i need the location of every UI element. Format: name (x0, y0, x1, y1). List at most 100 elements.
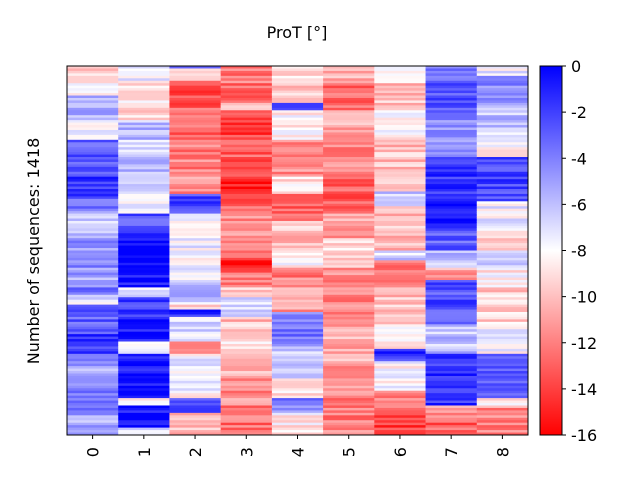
heatmap-cell (425, 407, 478, 411)
heatmap-cell (323, 289, 375, 293)
heatmap-cell (323, 154, 375, 158)
heatmap-cell (425, 176, 478, 180)
heatmap-cell (220, 331, 273, 335)
heatmap-cell (323, 238, 375, 242)
heatmap-cell (476, 186, 529, 190)
x-tick-label: 7 (442, 447, 461, 457)
heatmap-cell (425, 314, 478, 318)
heatmap-cell (220, 243, 273, 246)
heatmap-cell (169, 282, 222, 286)
heatmap-cell (271, 329, 324, 333)
heatmap-cell (271, 375, 324, 379)
heatmap-cell (220, 329, 273, 333)
heatmap-cell (118, 125, 170, 128)
heatmap-cell (374, 137, 426, 141)
heatmap-cell (271, 233, 324, 237)
heatmap-cell (271, 312, 324, 315)
heatmap-cell (425, 356, 478, 360)
heatmap-cell (425, 385, 478, 389)
heatmap-cell (169, 388, 222, 392)
heatmap-cell (271, 334, 324, 337)
heatmap-cell (476, 321, 529, 325)
heatmap-cell (118, 186, 170, 190)
heatmap-cell (169, 272, 222, 276)
heatmap-cell (169, 343, 222, 347)
heatmap-cell (271, 243, 324, 246)
heatmap-cell (220, 368, 273, 372)
heatmap-cell (374, 206, 426, 210)
heatmap-cell (425, 299, 478, 303)
heatmap-cell (374, 112, 426, 116)
heatmap-cell (118, 90, 170, 94)
heatmap-cell (67, 208, 119, 212)
heatmap-cell (271, 159, 324, 163)
heatmap-cell (220, 430, 273, 433)
heatmap-cell (425, 297, 478, 301)
heatmap-cell (374, 196, 426, 200)
heatmap-cell (118, 353, 170, 357)
heatmap-cell (220, 412, 273, 416)
heatmap-cell (323, 319, 375, 323)
heatmap-cell (323, 125, 375, 128)
heatmap-cell (169, 218, 222, 222)
heatmap-cell (220, 169, 273, 173)
heatmap-cell (220, 302, 273, 306)
heatmap-cell (220, 147, 273, 151)
heatmap-cell (425, 309, 478, 313)
heatmap-cell (476, 112, 529, 116)
heatmap-cell (323, 380, 375, 384)
heatmap-cell (169, 233, 222, 237)
heatmap-cell (476, 351, 529, 355)
heatmap-cell (271, 390, 324, 394)
heatmap-cell (67, 289, 119, 293)
heatmap-cell (220, 390, 273, 394)
heatmap-cell (323, 427, 375, 431)
heatmap-cell (425, 203, 478, 207)
colorbar-tick-label: -8 (571, 242, 587, 261)
heatmap-cell (323, 193, 375, 197)
heatmap-cell (323, 203, 375, 207)
heatmap-cell (323, 159, 375, 163)
heatmap-cell (118, 100, 170, 104)
heatmap-cell (220, 134, 273, 138)
heatmap-cell (118, 164, 170, 168)
heatmap-cell (271, 366, 324, 369)
heatmap-cell (67, 371, 119, 374)
heatmap-cell (476, 405, 529, 409)
heatmap-cell (374, 373, 426, 377)
heatmap-cell (169, 225, 222, 229)
heatmap-cell (323, 90, 375, 94)
heatmap-cell (118, 240, 170, 244)
heatmap-cell (67, 184, 119, 187)
heatmap-cell (374, 267, 426, 271)
heatmap-cell (67, 206, 119, 210)
heatmap-cell (271, 70, 324, 74)
heatmap-cell (425, 326, 478, 330)
heatmap-cell (476, 393, 529, 397)
heatmap-cell (476, 191, 529, 195)
heatmap-cell (271, 211, 324, 214)
heatmap-cell (118, 181, 170, 185)
heatmap-cell (67, 223, 119, 227)
heatmap-cell (476, 412, 529, 416)
heatmap-cell (169, 80, 222, 84)
heatmap-cell (323, 93, 375, 96)
heatmap-cell (169, 102, 222, 106)
heatmap-cell (374, 388, 426, 392)
heatmap-cell (323, 211, 375, 214)
heatmap-cell (169, 346, 222, 350)
heatmap-cell (271, 250, 324, 254)
heatmap-cell (271, 102, 324, 106)
heatmap-cell (118, 388, 170, 392)
heatmap-cell (271, 400, 324, 404)
heatmap-cell (425, 366, 478, 369)
heatmap-cell (476, 287, 529, 291)
heatmap-cell (118, 179, 170, 183)
heatmap-cell (169, 174, 222, 178)
heatmap-cell (425, 375, 478, 379)
heatmap-cell (169, 257, 222, 261)
heatmap-cell (323, 83, 375, 87)
heatmap-cell (169, 223, 222, 227)
colorbar-tick-label: -4 (571, 149, 587, 168)
heatmap-cell (118, 275, 170, 278)
